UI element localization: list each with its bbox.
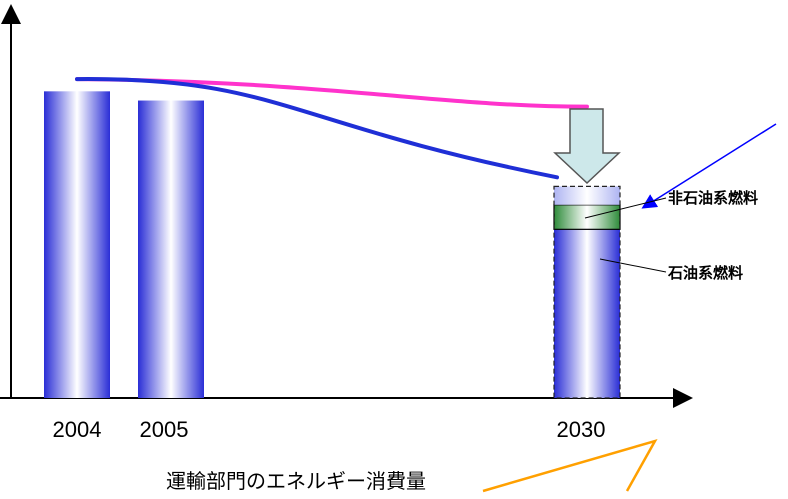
bar-2004 xyxy=(44,91,110,398)
bar-2030-reduction xyxy=(554,186,620,205)
pointer-arrow xyxy=(641,123,777,209)
bar-2030-oil-fuel xyxy=(554,229,620,398)
tick-label-2030: 2030 xyxy=(557,417,606,442)
bar-2030-outline xyxy=(553,185,621,399)
reduction-arrow xyxy=(553,108,621,185)
chart-title: 運輸部門のエネルギー消費量 xyxy=(166,469,426,493)
bar-2005 xyxy=(138,100,204,399)
non-oil-fuel-label: 非石油系燃料 xyxy=(668,189,758,207)
non-oil-leader xyxy=(584,197,667,219)
oil-leader xyxy=(599,258,667,273)
oil-fuel-label: 石油系燃料 xyxy=(667,264,743,282)
tick-label-2005: 2005 xyxy=(140,417,189,442)
trend-line-blue xyxy=(75,77,559,180)
tick-label-2004: 2004 xyxy=(53,417,102,442)
callout-pointer xyxy=(482,438,658,493)
